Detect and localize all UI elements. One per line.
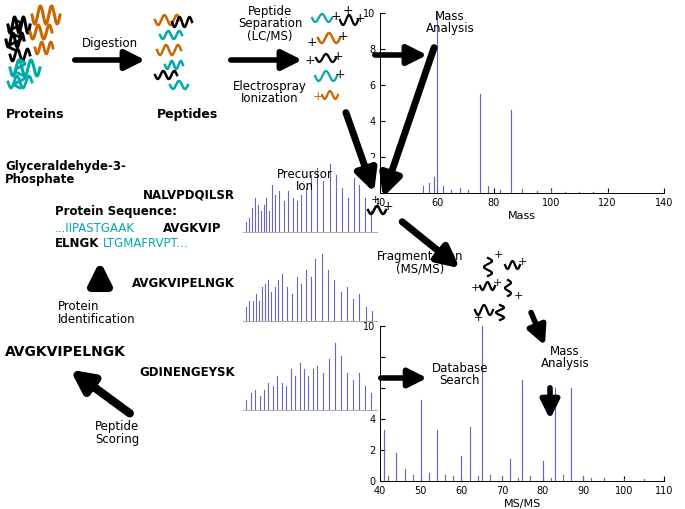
Text: +: + — [371, 195, 379, 205]
Text: Ion: Ion — [296, 180, 314, 193]
Text: Peptide: Peptide — [248, 5, 292, 18]
Text: Glyceraldehyde-3-: Glyceraldehyde-3- — [5, 160, 126, 173]
Text: Peptides: Peptides — [158, 108, 219, 121]
Text: NALVPDQILSR: NALVPDQILSR — [143, 188, 235, 201]
Text: +: + — [331, 10, 341, 22]
Text: Database: Database — [432, 362, 488, 375]
Text: +: + — [305, 53, 315, 67]
Text: +: + — [517, 257, 527, 267]
Text: Mass: Mass — [435, 10, 465, 23]
Text: +: + — [383, 201, 393, 213]
Text: Electrospray: Electrospray — [233, 80, 307, 93]
Text: LTGMAFRVPT...: LTGMAFRVPT... — [103, 237, 188, 250]
Text: +: + — [312, 90, 323, 102]
Text: AVGKVIP: AVGKVIP — [163, 222, 221, 235]
Text: Separation: Separation — [238, 17, 302, 30]
Text: +: + — [333, 49, 343, 63]
X-axis label: Mass: Mass — [508, 211, 536, 221]
Text: Analysis: Analysis — [425, 22, 475, 35]
Text: (LC/MS): (LC/MS) — [247, 29, 292, 42]
Text: Phosphate: Phosphate — [5, 173, 75, 186]
Text: AVGKVIPELNGK: AVGKVIPELNGK — [5, 345, 126, 359]
Text: AVGKVIPELNGK: AVGKVIPELNGK — [132, 277, 235, 290]
Text: ELNGK: ELNGK — [55, 237, 99, 250]
Text: Digestion: Digestion — [82, 37, 138, 50]
Text: +: + — [513, 291, 523, 301]
Text: Peptide: Peptide — [95, 420, 139, 433]
Text: Search: Search — [440, 374, 480, 387]
Text: +: + — [307, 36, 317, 48]
Text: +: + — [471, 283, 479, 293]
Text: +: + — [338, 30, 348, 42]
Text: Precursor: Precursor — [277, 168, 333, 181]
Text: GDINENGEYSK: GDINENGEYSK — [140, 366, 235, 379]
Text: Protein Sequence:: Protein Sequence: — [55, 205, 177, 218]
Text: +: + — [473, 313, 483, 323]
Text: Analysis: Analysis — [540, 357, 589, 370]
Text: ...IIPASTGAAK: ...IIPASTGAAK — [55, 222, 135, 235]
Text: Identification: Identification — [58, 313, 136, 326]
Text: +: + — [493, 278, 501, 288]
Text: +: + — [342, 4, 353, 16]
Text: Scoring: Scoring — [95, 433, 139, 446]
Text: Ionization: Ionization — [241, 92, 299, 105]
Text: Protein: Protein — [58, 300, 99, 313]
Text: Proteins: Proteins — [5, 108, 64, 121]
Text: +: + — [335, 68, 345, 80]
Text: Fragmentation: Fragmentation — [377, 250, 463, 263]
Text: +: + — [493, 250, 503, 260]
X-axis label: MS/MS: MS/MS — [503, 499, 541, 508]
Text: (MS/MS): (MS/MS) — [396, 262, 444, 275]
Text: Mass: Mass — [550, 345, 580, 358]
Text: +: + — [355, 12, 365, 24]
